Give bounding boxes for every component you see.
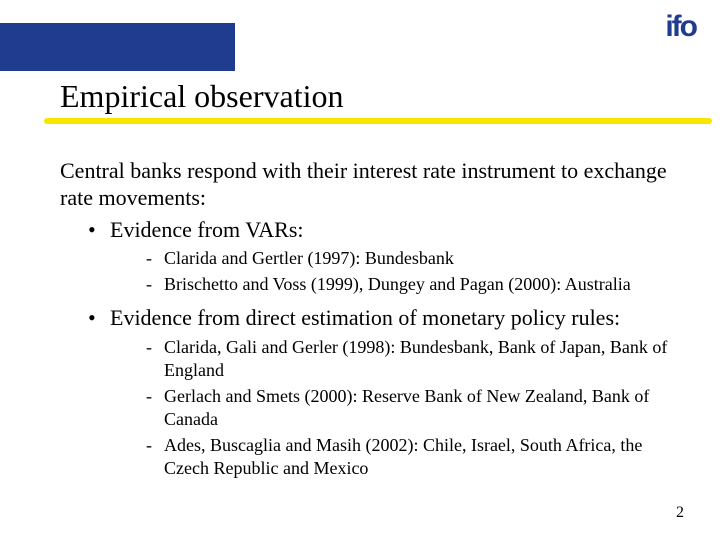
title-underline bbox=[44, 118, 712, 124]
content-area: Central banks respond with their interes… bbox=[60, 158, 678, 488]
sub-item: Brischetto and Voss (1999), Dungey and P… bbox=[146, 273, 678, 296]
sub-item: Ades, Buscaglia and Masih (2002): Chile,… bbox=[146, 434, 678, 480]
lead-paragraph: Central banks respond with their interes… bbox=[60, 158, 678, 212]
bullet-item: Evidence from direct estimation of monet… bbox=[88, 304, 678, 332]
title-block: Empirical observation bbox=[0, 78, 720, 136]
sub-list: Clarida, Gali and Gerler (1998): Bundesb… bbox=[146, 336, 678, 480]
page-title: Empirical observation bbox=[60, 78, 343, 115]
bullet-text: Evidence from direct estimation of monet… bbox=[110, 305, 620, 330]
page-number: 2 bbox=[676, 504, 684, 522]
bullet-item: Evidence from VARs: bbox=[88, 216, 678, 244]
sub-item: Clarida, Gali and Gerler (1998): Bundesb… bbox=[146, 336, 678, 382]
header-blue-band bbox=[0, 23, 235, 71]
sub-item: Gerlach and Smets (2000): Reserve Bank o… bbox=[146, 385, 678, 431]
sub-item: Clarida and Gertler (1997): Bundesbank bbox=[146, 247, 678, 270]
logo-text: ifo bbox=[665, 10, 696, 44]
bullet-text: Evidence from VARs: bbox=[110, 217, 304, 242]
sub-list: Clarida and Gertler (1997): Bundesbank B… bbox=[146, 247, 678, 296]
